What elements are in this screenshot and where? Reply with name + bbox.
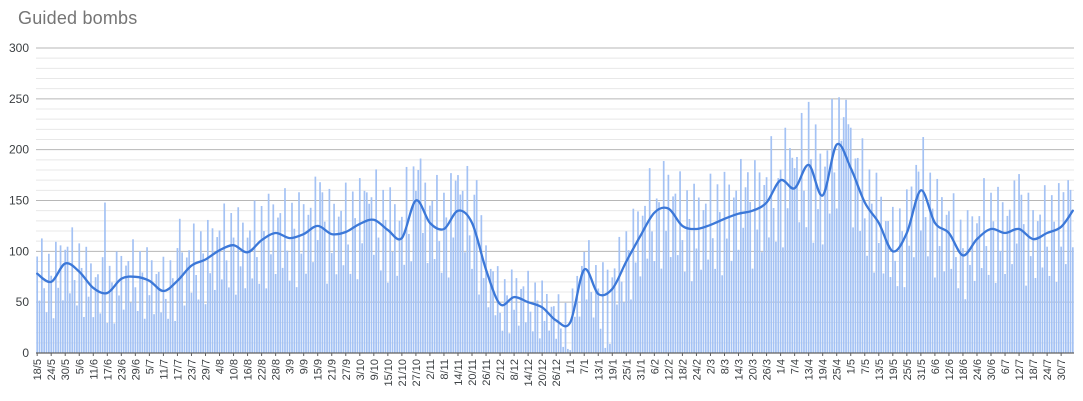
- y-axis-labels: 0 50 100 150 200 250 300: [9, 41, 29, 360]
- svg-text:24/2: 24/2: [691, 359, 703, 380]
- svg-text:17/6: 17/6: [102, 359, 114, 380]
- svg-text:11/7: 11/7: [158, 359, 170, 380]
- svg-text:29/7: 29/7: [200, 359, 212, 380]
- svg-text:200: 200: [9, 143, 29, 157]
- svg-text:24/7: 24/7: [1042, 359, 1054, 380]
- svg-text:29/6: 29/6: [130, 359, 142, 380]
- svg-text:3/10: 3/10: [355, 359, 367, 380]
- svg-text:26/11: 26/11: [481, 359, 493, 386]
- x-axis-labels: 18/5 24/5 30/5 5/6 11/6 17/6 23/6 29/6 5/7 11/7 17…: [32, 359, 1068, 387]
- svg-text:6/2: 6/2: [649, 359, 661, 374]
- svg-text:6/7: 6/7: [1000, 359, 1012, 374]
- svg-text:5/6: 5/6: [74, 359, 86, 374]
- svg-text:16/8: 16/8: [243, 359, 255, 380]
- svg-text:15/9: 15/9: [313, 359, 325, 380]
- svg-text:25/5: 25/5: [902, 359, 914, 380]
- svg-text:24/6: 24/6: [972, 359, 984, 380]
- svg-text:27/10: 27/10: [411, 359, 423, 387]
- svg-text:2/3: 2/3: [705, 359, 717, 374]
- svg-text:9/9: 9/9: [299, 359, 311, 374]
- svg-text:150: 150: [9, 194, 29, 208]
- svg-text:7/4: 7/4: [790, 359, 802, 374]
- svg-text:31/5: 31/5: [916, 359, 928, 380]
- svg-text:1/4: 1/4: [776, 359, 788, 374]
- svg-text:4/8: 4/8: [215, 359, 227, 374]
- svg-text:18/6: 18/6: [958, 359, 970, 380]
- svg-text:9/10: 9/10: [369, 359, 381, 380]
- svg-text:27/9: 27/9: [341, 359, 353, 380]
- svg-text:20/12: 20/12: [537, 359, 549, 387]
- bars-group: [36, 97, 1074, 354]
- svg-text:25/1: 25/1: [621, 359, 633, 380]
- svg-text:12/7: 12/7: [1014, 359, 1026, 380]
- svg-text:26/12: 26/12: [551, 359, 563, 387]
- svg-text:0: 0: [22, 346, 29, 360]
- svg-text:20/11: 20/11: [467, 359, 479, 386]
- svg-text:19/5: 19/5: [888, 359, 900, 380]
- svg-text:19/4: 19/4: [818, 359, 830, 380]
- svg-text:13/4: 13/4: [804, 359, 816, 380]
- svg-text:12/2: 12/2: [663, 359, 675, 380]
- svg-text:30/5: 30/5: [60, 359, 72, 380]
- svg-text:19/1: 19/1: [607, 359, 619, 380]
- svg-text:31/1: 31/1: [635, 359, 647, 380]
- svg-text:300: 300: [9, 41, 29, 55]
- svg-text:18/5: 18/5: [32, 359, 44, 380]
- x-axis: [36, 352, 1074, 356]
- svg-text:21/9: 21/9: [327, 359, 339, 380]
- svg-text:14/11: 14/11: [453, 359, 465, 386]
- svg-text:30/6: 30/6: [986, 359, 998, 380]
- svg-text:8/3: 8/3: [719, 359, 731, 374]
- svg-text:250: 250: [9, 92, 29, 106]
- svg-text:7/1: 7/1: [579, 359, 591, 374]
- moving-average-line: [36, 142, 1074, 328]
- svg-text:20/3: 20/3: [748, 359, 760, 380]
- svg-text:12/6: 12/6: [944, 359, 956, 380]
- svg-text:2/12: 2/12: [495, 359, 507, 380]
- chart-title: Guided bombs: [18, 8, 138, 28]
- gridlines: [36, 47, 1074, 344]
- svg-text:50: 50: [16, 295, 30, 309]
- svg-text:3/9: 3/9: [285, 359, 297, 374]
- svg-text:13/5: 13/5: [874, 359, 886, 380]
- svg-text:24/5: 24/5: [46, 359, 58, 380]
- svg-text:8/11: 8/11: [439, 359, 451, 380]
- svg-text:18/7: 18/7: [1028, 359, 1040, 380]
- svg-text:17/7: 17/7: [172, 359, 184, 380]
- svg-text:23/7: 23/7: [186, 359, 198, 380]
- svg-text:21/10: 21/10: [397, 359, 409, 387]
- svg-text:25/4: 25/4: [832, 359, 844, 380]
- svg-text:14/12: 14/12: [523, 359, 535, 387]
- svg-text:18/2: 18/2: [677, 359, 689, 380]
- svg-text:14/3: 14/3: [734, 359, 746, 380]
- svg-text:10/8: 10/8: [229, 359, 241, 380]
- svg-text:26/3: 26/3: [762, 359, 774, 380]
- svg-text:1/5: 1/5: [846, 359, 858, 374]
- svg-text:7/5: 7/5: [860, 359, 872, 374]
- svg-text:30/7: 30/7: [1056, 359, 1068, 380]
- svg-text:2/11: 2/11: [425, 359, 437, 380]
- svg-text:6/6: 6/6: [930, 359, 942, 374]
- svg-text:100: 100: [9, 244, 29, 258]
- svg-text:13/1: 13/1: [593, 359, 605, 380]
- svg-text:15/10: 15/10: [383, 359, 395, 387]
- svg-text:1/1: 1/1: [565, 359, 577, 374]
- svg-text:23/6: 23/6: [116, 359, 128, 380]
- svg-text:28/8: 28/8: [271, 359, 283, 380]
- svg-text:11/6: 11/6: [88, 359, 100, 380]
- svg-text:22/8: 22/8: [257, 359, 269, 380]
- svg-text:8/12: 8/12: [509, 359, 521, 380]
- svg-text:5/7: 5/7: [144, 359, 156, 374]
